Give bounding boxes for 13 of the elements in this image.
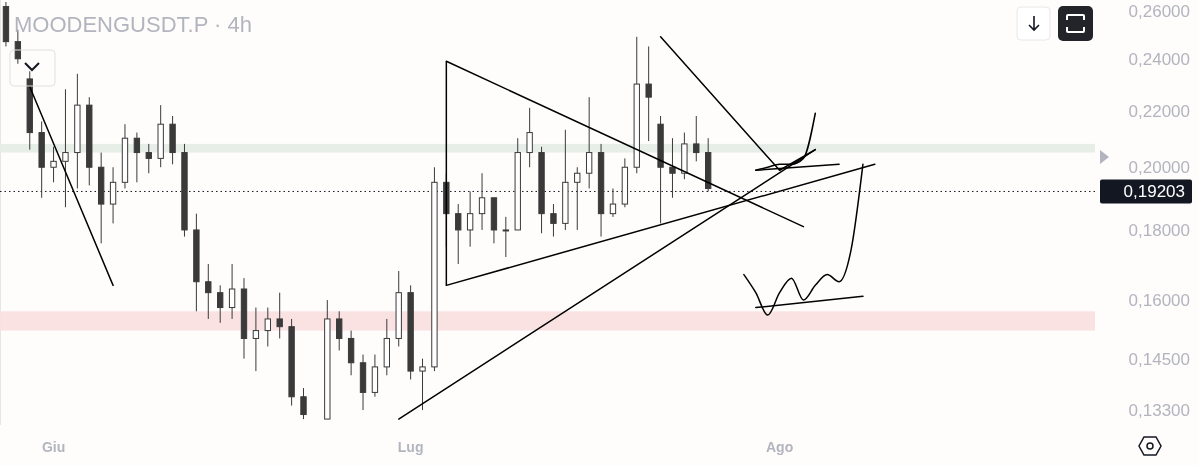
text: MOODENGUSDT.P · 4h [14,12,252,37]
y-tick-label: 0,16000 [1128,291,1190,311]
y-tick-label: 0,20000 [1128,158,1190,178]
y-tick-label: 0,18000 [1128,220,1190,240]
y-tick-label: 0,26000 [1128,2,1190,22]
x-tick-label: Lug [397,439,424,455]
ref-line-label: 0,19203 [1123,182,1185,202]
y-tick-label: 0,14500 [1128,349,1190,369]
y-tick-label: 0,13300 [1128,401,1190,421]
y-tick-label: 0,24000 [1128,49,1190,69]
x-tick-label: Giu [41,439,66,455]
x-tick-label: Ago [765,439,794,455]
y-tick-label: 0,22000 [1128,101,1190,121]
